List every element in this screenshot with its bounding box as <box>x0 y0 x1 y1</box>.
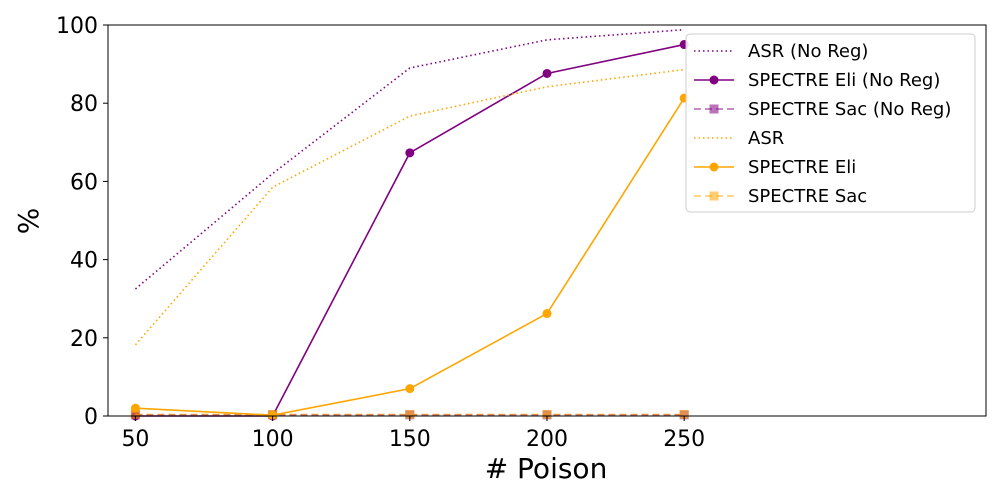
y-axis-label: % <box>12 208 45 235</box>
data-point <box>130 409 140 419</box>
series-line <box>135 43 685 417</box>
legend-swatch-marker <box>709 104 719 114</box>
series-spectre-eli-no-reg <box>130 40 689 421</box>
axis-ticks: 50 100 150 200 250 0 20 40 60 80 100 <box>56 14 705 452</box>
series-line <box>134 28 685 290</box>
x-tick-label: 150 <box>389 427 431 452</box>
legend-label: SPECTRE Sac <box>748 186 867 207</box>
x-tick-label: 50 <box>121 427 149 452</box>
data-point <box>405 409 415 419</box>
legend-swatch-marker <box>709 75 719 85</box>
series-spectre-eli <box>130 93 689 420</box>
plot-area <box>130 28 689 421</box>
data-point <box>405 384 415 394</box>
legend-label: ASR <box>748 128 784 149</box>
legend-box <box>685 33 976 213</box>
series-asr-no-reg <box>134 28 685 290</box>
legend-swatch-marker <box>709 191 719 201</box>
series-spectre-sac <box>130 409 689 419</box>
legend-label: ASR (No Reg) <box>748 41 868 62</box>
data-point <box>405 148 415 158</box>
y-tick-label: 60 <box>70 170 98 195</box>
y-tick-label: 20 <box>70 327 98 352</box>
legend-swatch-marker <box>709 162 719 172</box>
y-tick-label: 100 <box>56 14 98 39</box>
series-asr <box>134 68 685 346</box>
legend-label: SPECTRE Eli <box>748 157 856 178</box>
y-tick-label: 0 <box>84 405 98 430</box>
data-point <box>542 309 552 319</box>
data-point <box>679 409 689 419</box>
x-tick-label: 200 <box>526 427 568 452</box>
legend-label: SPECTRE Sac (No Reg) <box>748 99 951 120</box>
y-tick-label: 80 <box>70 92 98 117</box>
x-tick-label: 100 <box>252 427 294 452</box>
legend-label: SPECTRE Eli (No Reg) <box>748 70 940 91</box>
x-tick-label: 250 <box>663 427 705 452</box>
data-point <box>542 68 552 78</box>
data-point <box>542 409 552 419</box>
x-axis-label: # Poison <box>485 452 608 485</box>
data-point <box>268 409 278 419</box>
series-line <box>134 68 685 346</box>
legend: ASR (No Reg) SPECTRE Eli (No Reg) SPECTRE … <box>685 33 976 213</box>
series-line <box>135 97 685 417</box>
y-tick-label: 40 <box>70 249 98 274</box>
